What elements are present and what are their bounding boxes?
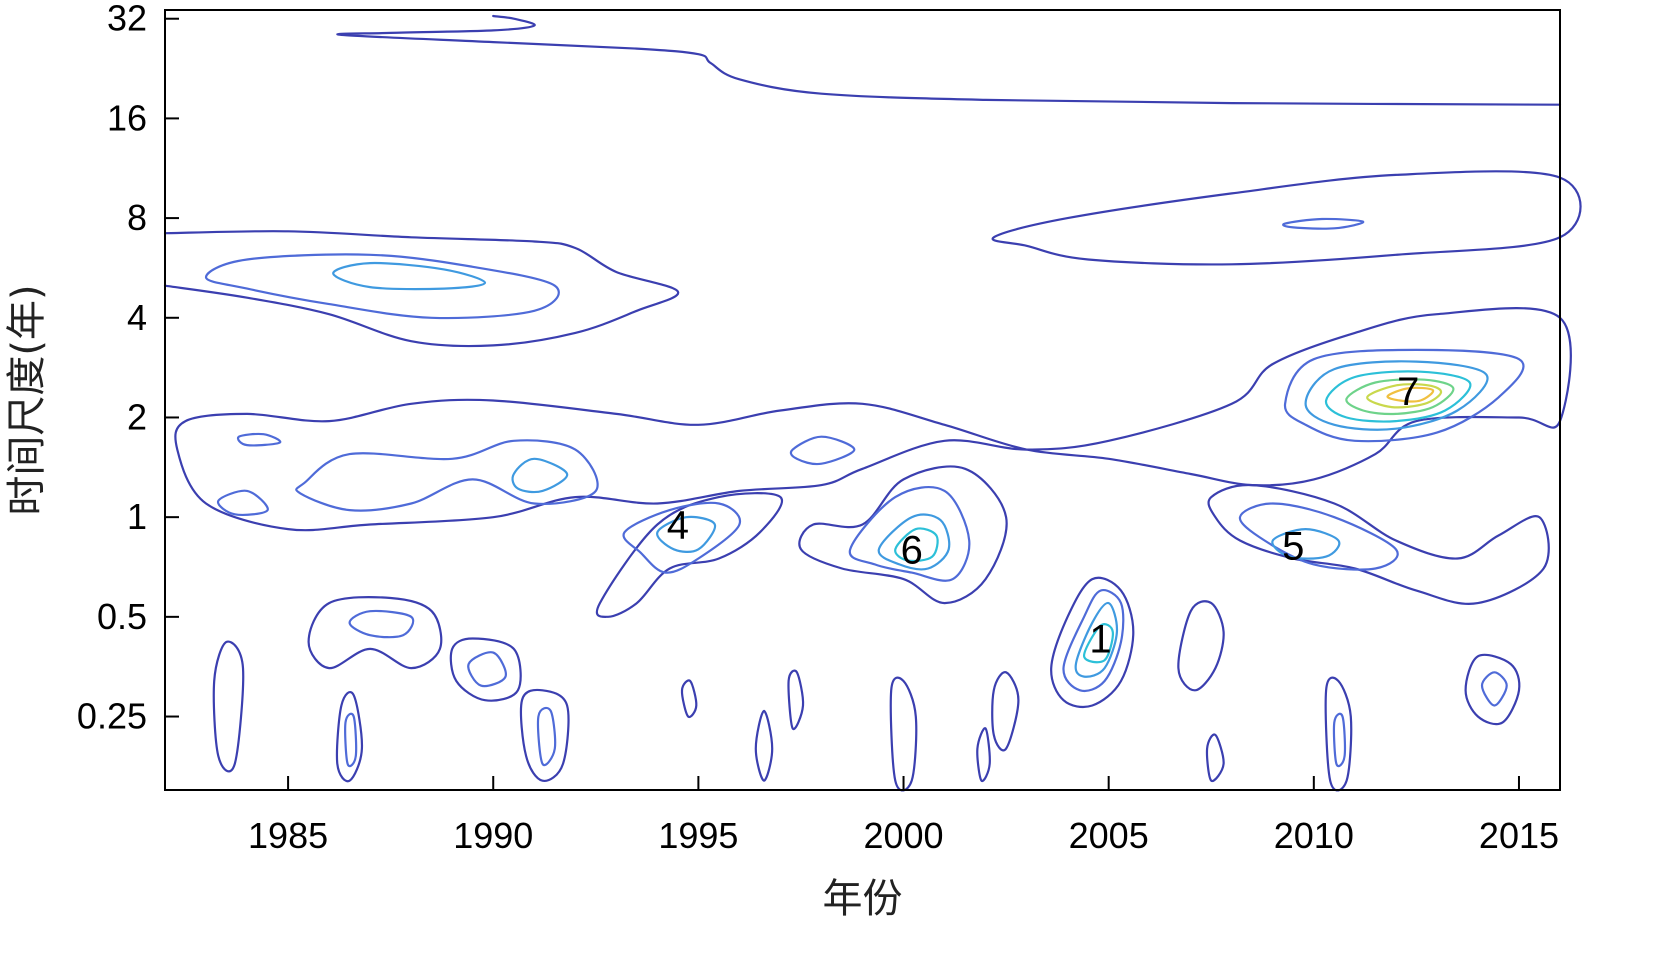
contour-line xyxy=(1464,653,1521,726)
contour-line xyxy=(991,671,1020,752)
x-tick-label: 1995 xyxy=(658,815,738,856)
contour-line xyxy=(754,709,774,782)
contour-line xyxy=(1345,378,1455,416)
x-axis-ticks: 1985 1990 1995 2000 2005 2010 2015 xyxy=(248,776,1559,856)
contour-line xyxy=(798,465,1008,605)
contour-line xyxy=(344,712,358,768)
contour-line xyxy=(595,492,784,618)
contour-line xyxy=(1282,217,1365,230)
contour-line xyxy=(307,596,443,670)
contour-line xyxy=(1271,528,1341,560)
contour-line xyxy=(877,513,951,571)
contour-line xyxy=(789,435,856,466)
contour-line xyxy=(1283,348,1525,443)
contour-line xyxy=(332,261,487,291)
contour-line xyxy=(1332,712,1347,768)
x-tick-label: 2015 xyxy=(1479,815,1559,856)
contour-line xyxy=(1177,600,1225,692)
x-tick-label: 2000 xyxy=(863,815,943,856)
contour-line xyxy=(787,669,805,731)
contour-line xyxy=(1062,589,1125,693)
contour-line xyxy=(1366,383,1443,409)
contour-line xyxy=(204,253,560,320)
contour-line xyxy=(212,640,245,773)
contour-line xyxy=(536,706,557,767)
contour-line xyxy=(449,637,522,702)
contour-line xyxy=(1386,386,1435,403)
peak-labels: 4 6 1 5 7 xyxy=(667,370,1420,661)
y-tick-label: 32 xyxy=(107,0,147,39)
x-axis-label: 年份 xyxy=(823,876,903,922)
contour-line xyxy=(1207,483,1550,605)
contour-line xyxy=(848,486,971,582)
contour-lines xyxy=(163,14,1582,792)
contour-line xyxy=(622,501,742,574)
contour-line xyxy=(295,439,599,512)
y-tick-label: 4 xyxy=(127,297,147,338)
contour-line xyxy=(1050,576,1135,709)
contour-line xyxy=(1324,676,1353,792)
peak-label: 5 xyxy=(1282,525,1304,569)
contour-line xyxy=(511,457,569,494)
contour-line xyxy=(336,14,1562,106)
y-tick-label: 8 xyxy=(127,197,147,238)
contour-line xyxy=(894,527,939,563)
y-tick-label: 2 xyxy=(127,396,147,437)
x-tick-label: 2010 xyxy=(1274,815,1354,856)
plot-frame xyxy=(164,9,1561,791)
y-tick-label: 0.25 xyxy=(77,696,147,737)
contour-line xyxy=(174,307,1572,532)
contour-line xyxy=(1074,601,1119,678)
contour-line xyxy=(1238,502,1399,571)
contour-line xyxy=(976,727,991,783)
x-tick-label: 2005 xyxy=(1069,815,1149,856)
contour-line xyxy=(1304,360,1489,431)
y-tick-label: 16 xyxy=(107,97,147,138)
contour-line xyxy=(656,515,717,553)
contour-line xyxy=(467,651,507,688)
x-tick-label: 1990 xyxy=(453,815,533,856)
peak-label: 7 xyxy=(1397,370,1419,414)
peak-label: 6 xyxy=(901,528,923,572)
y-tick-label: 1 xyxy=(127,496,147,537)
x-tick-label: 1985 xyxy=(248,815,328,856)
y-axis-label: 时间尺度(年) xyxy=(4,284,50,515)
contour-line xyxy=(519,688,570,782)
contour-line xyxy=(217,489,269,516)
y-axis-ticks: 0.25 0.5 1 2 4 8 16 32 xyxy=(77,0,179,737)
contour-line xyxy=(1205,733,1225,783)
y-tick-label: 0.5 xyxy=(97,596,147,637)
peak-label: 4 xyxy=(667,504,689,548)
contour-line xyxy=(680,679,698,719)
contour-line xyxy=(348,609,415,639)
peak-label: 1 xyxy=(1089,618,1111,662)
contour-line xyxy=(236,432,282,447)
contour-line xyxy=(1480,671,1508,707)
contour-line xyxy=(1083,623,1114,664)
contour-line xyxy=(991,170,1582,266)
contour-line xyxy=(1324,370,1472,423)
contour-line xyxy=(889,676,918,792)
contour-line xyxy=(335,691,364,783)
contour-line xyxy=(163,230,680,348)
